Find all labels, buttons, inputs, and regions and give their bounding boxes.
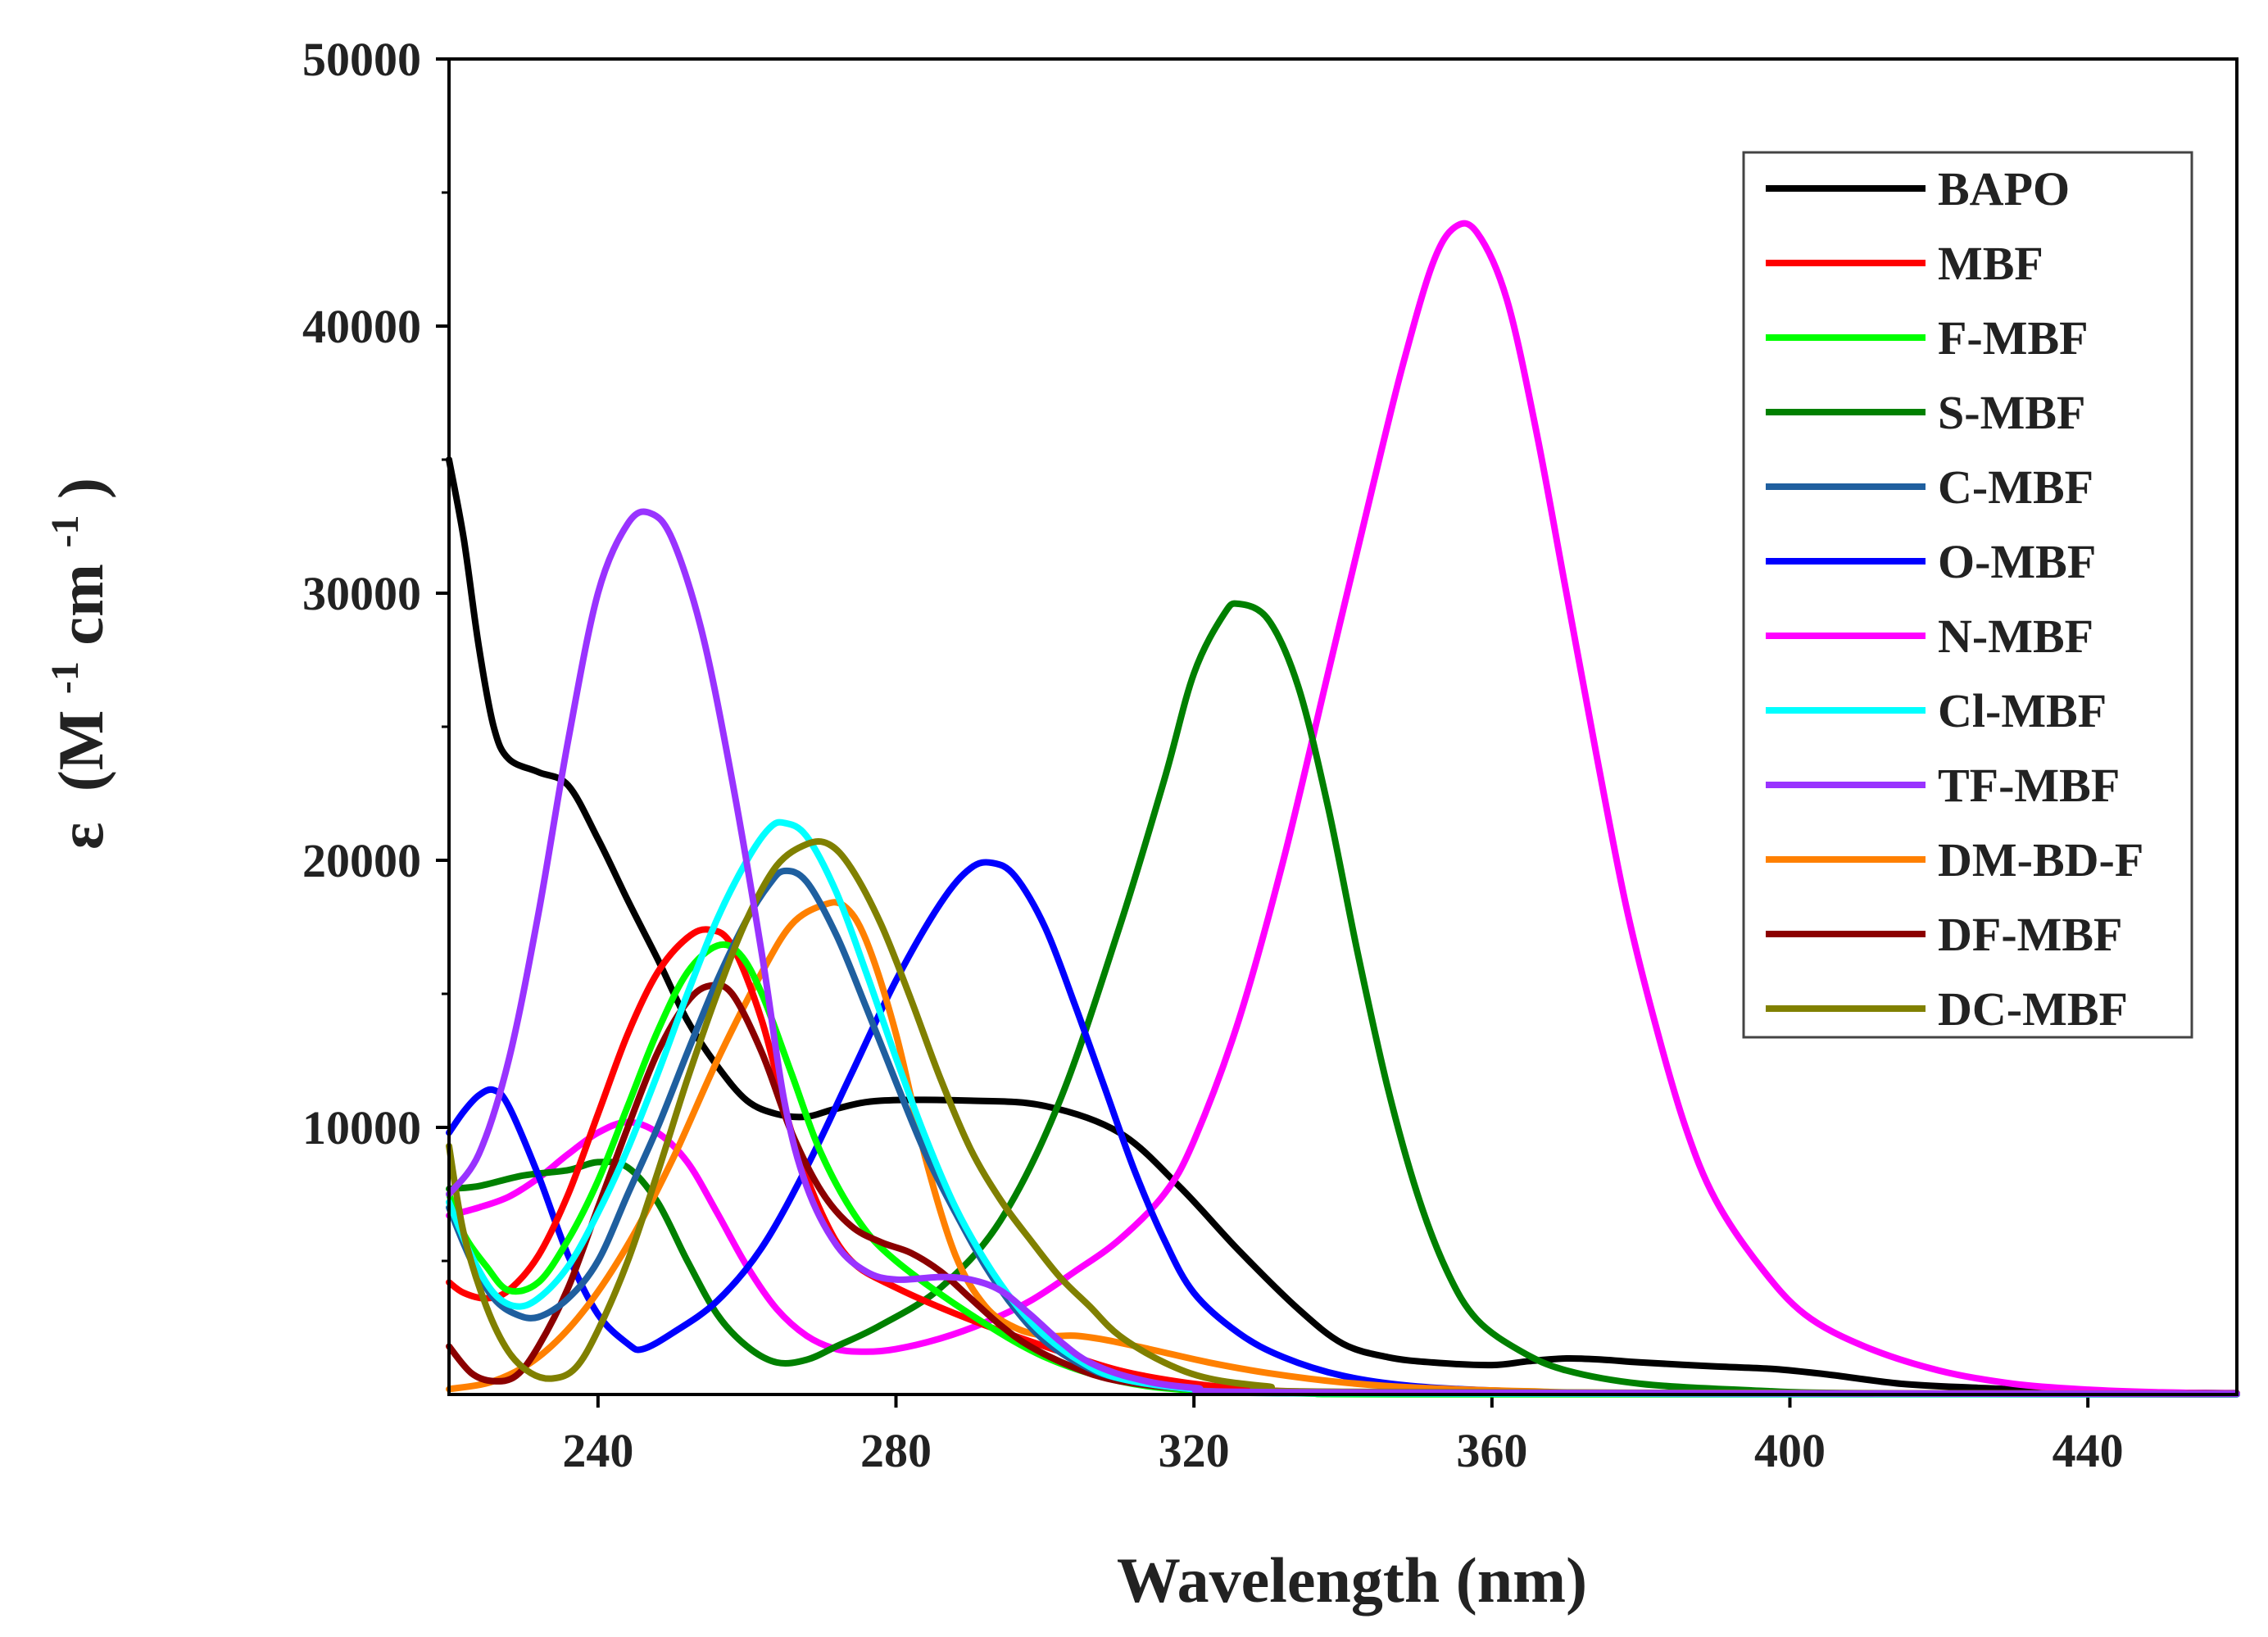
- legend-label-dm-bd-f: DM-BD-F: [1938, 833, 2143, 887]
- y-axis-exponent-1: -1: [43, 661, 87, 694]
- legend-label-o-mbf: O-MBF: [1938, 535, 2096, 588]
- y-axis-unit-close: ): [45, 478, 116, 499]
- series-line-df-mbf: [446, 982, 2240, 1398]
- legend-label-n-mbf: N-MBF: [1938, 610, 2093, 663]
- y-axis-title: ε (M -1 cm -1 ): [20, 478, 116, 850]
- x-tick-label: 280: [860, 1424, 932, 1477]
- legend-label-f-mbf: F-MBF: [1938, 311, 2089, 365]
- series-line-bapo: [446, 456, 2240, 1397]
- legend-label-df-mbf: DF-MBF: [1938, 908, 2123, 961]
- legend-label-bapo: BAPO: [1938, 162, 2070, 215]
- y-axis-unit-cm: cm: [45, 564, 116, 646]
- legend-items: BAPO MBF F-MBF S-MBF C-MBF O-MBF N-MBF Cl-MBF TF…: [1766, 162, 2143, 1036]
- legend-label-cl-mbf: Cl-MBF: [1938, 684, 2107, 737]
- y-tick-label: 30000: [302, 567, 421, 620]
- x-tick-label: 320: [1159, 1424, 1230, 1477]
- legend-label-mbf: MBF: [1938, 237, 2043, 290]
- legend-label-c-mbf: C-MBF: [1938, 460, 2093, 514]
- legend: BAPO MBF F-MBF S-MBF C-MBF O-MBF N-MBF Cl-MBF TF…: [1742, 151, 2193, 1039]
- legend-label-s-mbf: S-MBF: [1938, 386, 2085, 439]
- series-line-n-mbf: [446, 220, 2240, 1397]
- legend-box: [1742, 151, 2193, 1039]
- legend-label-dc-mbf: DC-MBF: [1938, 982, 2128, 1036]
- y-axis-exponent-2: -1: [43, 515, 87, 547]
- series-line-s-mbf: [446, 600, 2240, 1398]
- series-line-dc-mbf: [446, 837, 2240, 1398]
- y-axis-unit-open: (M: [45, 710, 116, 792]
- plot-frame: [447, 57, 2239, 1396]
- y-tick-label: 10000: [302, 1101, 421, 1154]
- x-tick-labels: 240 280 320 360 400 440: [562, 1424, 2123, 1477]
- x-tick-label: 360: [1456, 1424, 1527, 1477]
- x-axis-title: Wavelength (nm): [1117, 1544, 1587, 1616]
- y-tick-label: 40000: [302, 300, 421, 353]
- y-tick-labels: 10000 20000 30000 40000 50000: [302, 33, 421, 1154]
- legend-label-tf-mbf: TF-MBF: [1938, 759, 2120, 812]
- x-tick-label: 400: [1754, 1424, 1826, 1477]
- y-axis-symbol: ε: [45, 823, 116, 850]
- x-tick-label: 240: [562, 1424, 633, 1477]
- series-line-tf-mbf: [446, 508, 2240, 1398]
- x-tick-label: 440: [2053, 1424, 2124, 1477]
- y-tick-label: 20000: [302, 834, 421, 887]
- y-tick-label: 50000: [302, 33, 421, 86]
